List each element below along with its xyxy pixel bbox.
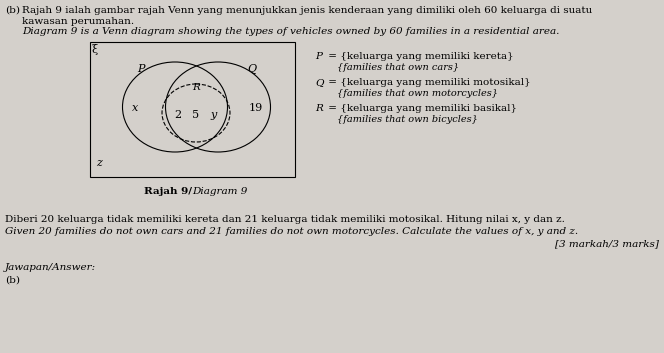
Text: Jawapan/Answer:: Jawapan/Answer: bbox=[5, 263, 96, 272]
Text: {families that own motorcycles}: {families that own motorcycles} bbox=[337, 89, 498, 98]
Text: 5: 5 bbox=[193, 110, 200, 120]
Text: (b): (b) bbox=[5, 276, 20, 285]
Text: R: R bbox=[192, 83, 200, 92]
Text: Given 20 families do not own cars and 21 families do not own motorcycles. Calcul: Given 20 families do not own cars and 21… bbox=[5, 227, 578, 236]
Text: Rajah 9 ialah gambar rajah Venn yang menunjukkan jenis kenderaan yang dimiliki o: Rajah 9 ialah gambar rajah Venn yang men… bbox=[22, 6, 592, 15]
Text: 19: 19 bbox=[249, 103, 263, 113]
Text: y: y bbox=[211, 110, 217, 120]
Text: x: x bbox=[132, 103, 138, 113]
Text: ξ: ξ bbox=[92, 44, 98, 55]
Text: (b): (b) bbox=[5, 6, 20, 15]
Text: {families that own bicycles}: {families that own bicycles} bbox=[337, 115, 478, 124]
Text: P: P bbox=[137, 64, 145, 74]
Text: {families that own cars}: {families that own cars} bbox=[337, 63, 459, 72]
Text: z: z bbox=[96, 158, 102, 168]
Text: R: R bbox=[315, 104, 323, 113]
Text: 2: 2 bbox=[175, 110, 181, 120]
Text: P: P bbox=[315, 52, 322, 61]
Text: [3 markah/3 marks]: [3 markah/3 marks] bbox=[555, 239, 659, 248]
Text: Rajah 9/: Rajah 9/ bbox=[145, 187, 193, 196]
Text: kawasan perumahan.: kawasan perumahan. bbox=[22, 17, 134, 26]
Text: Q: Q bbox=[247, 64, 256, 74]
Text: Diagram 9: Diagram 9 bbox=[193, 187, 248, 196]
Text: Diagram 9 is a Venn diagram showing the types of vehicles owned by 60 families i: Diagram 9 is a Venn diagram showing the … bbox=[22, 27, 559, 36]
Text: = {keluarga yang memiliki kereta}: = {keluarga yang memiliki kereta} bbox=[325, 52, 514, 61]
Text: Diberi 20 keluarga tidak memiliki kereta dan 21 keluarga tidak memiliki motosika: Diberi 20 keluarga tidak memiliki kereta… bbox=[5, 215, 565, 224]
Text: = {keluarga yang memiliki motosikal}: = {keluarga yang memiliki motosikal} bbox=[325, 78, 531, 87]
Text: = {keluarga yang memiliki basikal}: = {keluarga yang memiliki basikal} bbox=[325, 104, 517, 113]
Text: Q: Q bbox=[315, 78, 323, 87]
Bar bbox=[90, 42, 295, 177]
